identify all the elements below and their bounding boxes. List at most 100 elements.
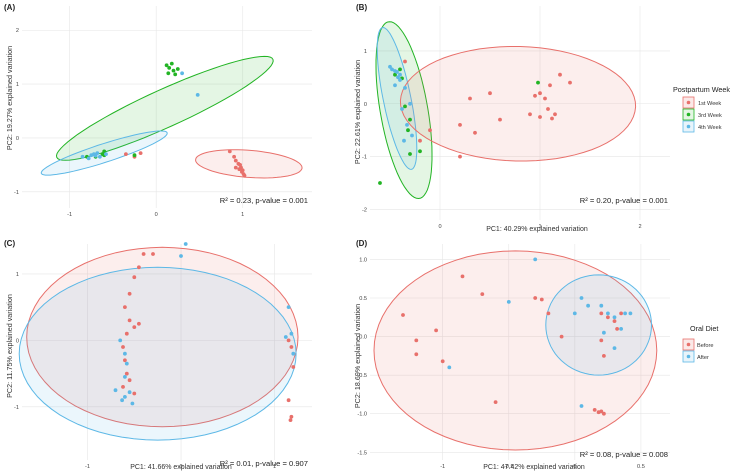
y-tick-label: -0.5 [357, 373, 367, 379]
point-1st-week [138, 151, 143, 156]
point-4th-week [80, 154, 85, 159]
panel-c-label: (C) [4, 239, 15, 248]
point-4th-week [98, 154, 102, 159]
point-after [118, 338, 123, 343]
point-4th-week [104, 152, 108, 157]
point-4th-week [396, 75, 400, 80]
point-4th-week [398, 78, 402, 82]
legend-dot [686, 354, 691, 359]
point-before [434, 328, 438, 333]
point-3rd-week [536, 80, 540, 85]
y-tick-label: -1 [14, 190, 19, 196]
point-before [401, 313, 405, 317]
point-after [586, 303, 590, 308]
point-3rd-week [398, 67, 402, 72]
point-before [612, 319, 617, 323]
y-tick-label: 0 [16, 338, 19, 344]
panel-c-annotation: R² = 0.01, p-value = 0.907 [220, 459, 308, 468]
x-tick-label: 0 [573, 464, 576, 470]
panel-b-annotation: R² = 0.20, p-value = 0.001 [580, 196, 668, 205]
point-before [460, 274, 465, 279]
legend-item: After [682, 350, 709, 363]
point-before [606, 315, 610, 320]
ellipse-1st-week [195, 149, 303, 179]
point-before [288, 418, 293, 422]
point-1st-week [473, 130, 477, 135]
y-tick-label: -2 [362, 207, 367, 213]
point-after [628, 311, 633, 316]
point-before [602, 411, 606, 416]
ellipse-1st-week [399, 46, 637, 162]
point-after [447, 365, 452, 370]
point-after [291, 351, 296, 356]
point-before [127, 318, 132, 323]
x-tick-label: -1 [440, 464, 445, 470]
point-after [286, 305, 291, 309]
legend-oral-diet: Oral Diet Before After [682, 324, 718, 363]
point-after [179, 254, 183, 258]
plot-area-d: -1 -0.5 0 0.5 -1.5 -1.0 -0.5 0.0 0.5 1.0 [357, 244, 670, 470]
point-1st-week [548, 83, 552, 88]
panel-a-label: (A) [4, 3, 15, 12]
point-4th-week [180, 71, 185, 76]
plot-area-b: 0 1 2 -2 -1 0 1 [362, 6, 670, 230]
panel-a-annotation: R² = 0.23, p-value = 0.001 [220, 196, 308, 205]
ellipse-4th-week [376, 26, 418, 170]
point-after [113, 388, 118, 393]
y-tick-label: -1 [362, 155, 367, 161]
point-after [283, 335, 288, 339]
point-1st-week [533, 93, 537, 98]
point-after [606, 311, 610, 316]
point-before [592, 408, 597, 412]
point-4th-week [400, 107, 404, 111]
point-3rd-week [393, 72, 397, 77]
panel-b-xlabel: PC1: 40.29% explained variation [486, 226, 588, 233]
point-before [132, 391, 137, 396]
point-1st-week [543, 96, 547, 101]
point-1st-week [538, 91, 542, 96]
point-after [120, 398, 124, 403]
point-before [559, 334, 564, 339]
point-before [440, 359, 445, 364]
point-before [480, 292, 485, 296]
y-tick-label: -1 [14, 405, 19, 411]
point-before [414, 338, 419, 343]
panel-d: -1 -0.5 0 0.5 -1.5 -1.0 -0.5 0.0 0.5 1.0 (D) PC2:… [353, 239, 670, 471]
panel-d-ylabel: PC2: 18.69% explained variation [353, 304, 362, 408]
panel-b: 0 1 2 -2 -1 0 1 (B) PC2: 22.61% explained vari… [353, 3, 670, 233]
point-4th-week [398, 72, 402, 77]
point-before [286, 338, 291, 343]
point-1st-week [550, 116, 554, 121]
x-tick-label: 0 [155, 212, 158, 218]
point-3rd-week [166, 71, 171, 76]
point-3rd-week [418, 149, 422, 154]
point-3rd-week [132, 153, 137, 158]
legend-label: After [697, 355, 709, 361]
x-tick-label: 1 [273, 464, 276, 470]
point-before [546, 311, 551, 316]
x-tick-label: 1 [241, 212, 244, 218]
point-after [612, 346, 617, 350]
point-after [130, 401, 135, 406]
point-3rd-week [408, 152, 412, 156]
point-3rd-week [167, 66, 172, 70]
point-after [602, 330, 606, 335]
point-after [289, 331, 294, 336]
point-3rd-week [378, 181, 382, 185]
legend-item: Before [682, 338, 713, 351]
point-4th-week [388, 64, 392, 69]
point-1st-week [468, 96, 472, 101]
legend-label: 3rd Week [698, 113, 722, 119]
point-4th-week [89, 153, 94, 158]
point-4th-week [402, 138, 406, 143]
x-tick-label: -1 [85, 464, 90, 470]
point-before [137, 321, 141, 326]
point-before [599, 338, 604, 343]
legend-dot [686, 100, 691, 105]
point-3rd-week [164, 63, 169, 68]
point-1st-week [233, 165, 238, 170]
legend-item: 3rd Week [682, 108, 722, 121]
point-4th-week [395, 70, 399, 74]
point-1st-week [227, 149, 232, 154]
